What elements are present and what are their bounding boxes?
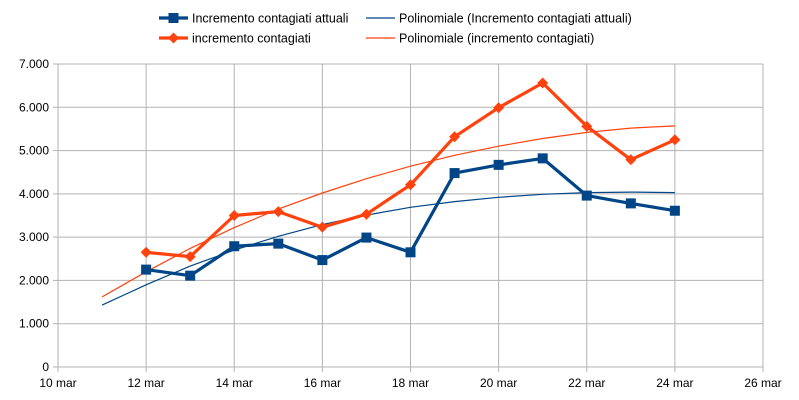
legend-label: incremento contagiati [192, 32, 311, 46]
data-point-square [493, 159, 504, 170]
data-point-square [449, 168, 460, 179]
data-point-square [361, 232, 372, 243]
data-point-square [141, 264, 152, 275]
y-tick-label: 6.000 [19, 100, 49, 114]
x-tick-label: 24 mar [656, 376, 693, 390]
legend: Incremento contagiati attuali incremento … [159, 12, 632, 46]
data-point-square [273, 238, 284, 249]
legend-label: Polinomiale (incremento contagiati) [399, 32, 594, 46]
y-tick-label: 5.000 [19, 144, 49, 158]
data-series [140, 77, 681, 281]
trendline [101, 125, 675, 298]
legend-label: Incremento contagiati attuali [192, 12, 348, 26]
legend-marker-diamond [168, 32, 179, 44]
x-tick-label: 16 mar [304, 376, 341, 390]
data-point-diamond [405, 179, 416, 191]
x-tick-label: 12 mar [127, 376, 164, 390]
data-point-square [581, 190, 592, 201]
data-point-square [317, 255, 328, 266]
legend-marker-square [168, 13, 179, 23]
data-point-diamond [537, 77, 549, 89]
data-point-diamond [360, 208, 372, 220]
x-tick-label: 14 mar [216, 376, 253, 390]
x-tick-label: 20 mar [480, 376, 517, 390]
y-tick-label: 2.000 [19, 273, 49, 287]
data-point-diamond [228, 210, 240, 221]
x-tick-label: 26 mar [744, 376, 781, 390]
data-point-diamond [316, 221, 328, 233]
axes: 0 1.000 2.000 3.000 4.000 5.000 6.000 7.000 10 m… [19, 57, 782, 390]
data-point-diamond [140, 246, 152, 258]
y-tick-label: 1.000 [19, 317, 49, 331]
y-tick-label: 3.000 [19, 230, 49, 244]
grid [57, 63, 764, 368]
trendline [101, 191, 675, 306]
data-point-square [405, 247, 416, 258]
data-point-diamond [669, 134, 681, 146]
data-point-square [625, 198, 636, 209]
data-point-diamond [581, 120, 593, 132]
trendlines [101, 125, 675, 306]
data-point-diamond [184, 251, 196, 263]
data-point-diamond [493, 102, 505, 114]
data-point-square [229, 241, 240, 252]
data-point-square [185, 270, 196, 281]
data-point-square [537, 153, 548, 164]
data-point-diamond [272, 206, 284, 218]
legend-label: Polinomiale (Incremento contagiati attua… [399, 12, 632, 26]
x-tick-label: 22 mar [568, 376, 605, 390]
y-tick-label: 0 [42, 360, 49, 374]
x-tick-label: 18 mar [392, 376, 429, 390]
data-point-diamond [449, 131, 461, 143]
y-tick-label: 4.000 [19, 187, 49, 201]
y-tick-label: 7.000 [19, 57, 49, 71]
data-point-diamond [625, 154, 637, 166]
x-tick-label: 10 mar [39, 376, 76, 390]
data-point-square [669, 205, 680, 216]
